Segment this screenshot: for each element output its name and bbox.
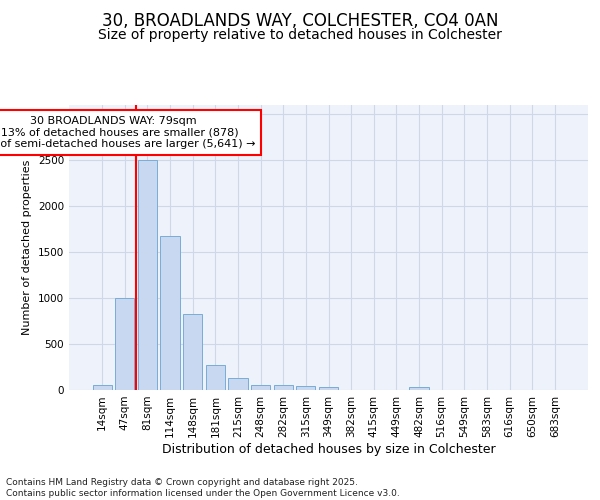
Bar <box>319 387 338 390</box>
Y-axis label: Number of detached properties: Number of detached properties <box>22 160 32 335</box>
Bar <box>229 378 248 390</box>
Bar <box>296 386 316 390</box>
Bar <box>274 385 293 390</box>
Bar <box>115 298 134 390</box>
Bar <box>160 236 180 390</box>
Bar <box>183 314 202 390</box>
Text: Contains HM Land Registry data © Crown copyright and database right 2025.
Contai: Contains HM Land Registry data © Crown c… <box>6 478 400 498</box>
X-axis label: Distribution of detached houses by size in Colchester: Distribution of detached houses by size … <box>161 442 496 456</box>
Text: Size of property relative to detached houses in Colchester: Size of property relative to detached ho… <box>98 28 502 42</box>
Text: 30 BROADLANDS WAY: 79sqm
← 13% of detached houses are smaller (878)
87% of semi-: 30 BROADLANDS WAY: 79sqm ← 13% of detach… <box>0 116 255 149</box>
Bar <box>409 387 428 390</box>
Text: 30, BROADLANDS WAY, COLCHESTER, CO4 0AN: 30, BROADLANDS WAY, COLCHESTER, CO4 0AN <box>102 12 498 30</box>
Bar <box>206 365 225 390</box>
Bar <box>138 160 157 390</box>
Bar <box>92 386 112 390</box>
Bar <box>251 385 270 390</box>
